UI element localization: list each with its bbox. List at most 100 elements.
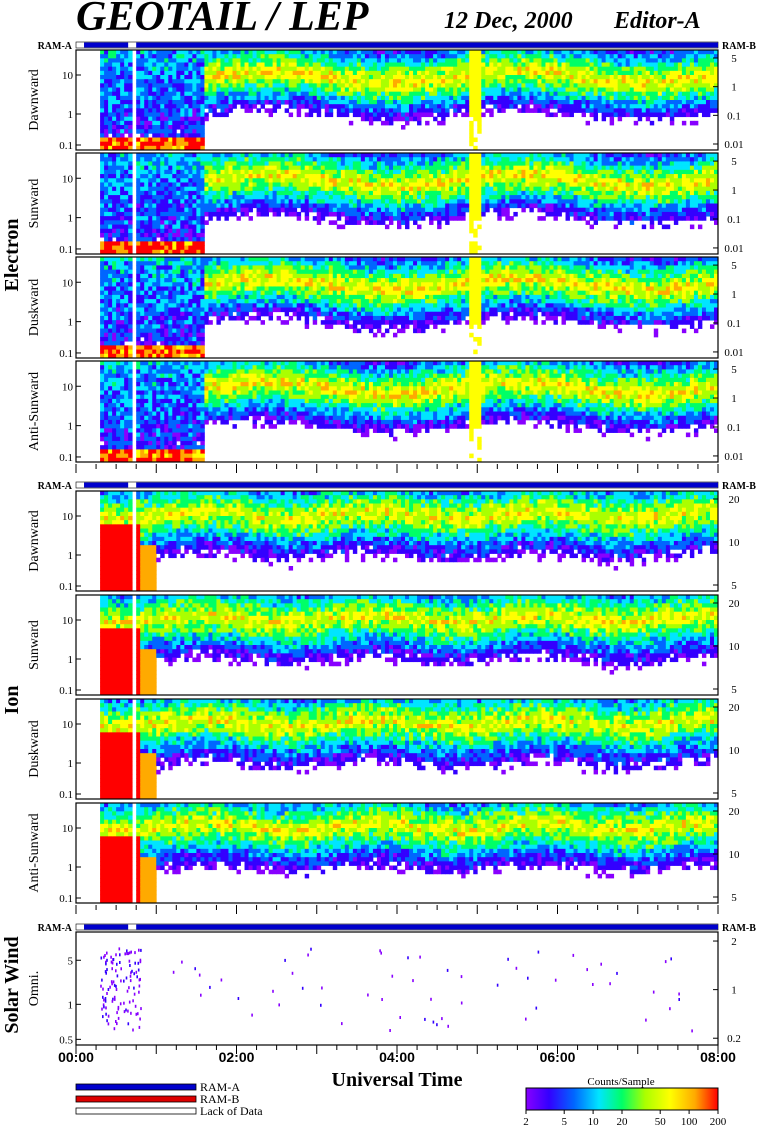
spectrogram-cell — [184, 50, 189, 55]
spectrogram-cell — [505, 190, 510, 196]
spectrogram-cell — [320, 211, 326, 217]
spectrogram-cell — [268, 186, 274, 192]
spectrogram-cell — [344, 62, 350, 68]
spectrogram-cell — [312, 199, 318, 204]
spectrogram-cell — [336, 174, 342, 179]
spectrogram-cell — [421, 112, 426, 118]
spectrogram-cell — [657, 54, 663, 59]
spectrogram-cell — [284, 203, 290, 209]
spectrogram-cell — [581, 186, 586, 192]
spectrogram-cell — [196, 186, 201, 192]
spectrogram-cell — [541, 186, 546, 192]
spectrogram-cell — [100, 87, 105, 93]
spectrogram-cell — [409, 116, 414, 122]
spectrogram-cell — [489, 203, 494, 209]
spectrogram-cell — [645, 104, 651, 109]
spectrogram-cell — [328, 178, 334, 183]
spectrogram-cell — [549, 157, 554, 162]
spectrogram-cell — [477, 54, 482, 59]
spectrogram-cell — [372, 157, 378, 162]
spectrogram-cell — [653, 91, 659, 97]
spectrogram-cell — [461, 195, 466, 200]
spectrogram-cell — [152, 249, 157, 255]
spectrogram-cell — [152, 224, 157, 230]
spectrogram-cell — [120, 241, 125, 246]
spectrogram-cell — [461, 190, 466, 196]
spectrogram-cell — [120, 104, 125, 109]
spectrogram-cell — [120, 211, 125, 217]
spectrogram-cell — [677, 95, 683, 101]
spectrogram-cell — [216, 66, 221, 72]
spectrogram-cell — [405, 58, 410, 63]
spectrogram-cell — [100, 66, 105, 72]
spectrogram-cell — [421, 186, 426, 192]
spectrogram-cell — [188, 207, 193, 213]
spectrogram-cell — [104, 108, 109, 113]
spectrogram-cell — [176, 87, 181, 93]
spectrogram-cell — [461, 58, 466, 63]
spectrogram-cell — [573, 211, 578, 217]
spectrogram-cell — [625, 91, 631, 97]
spectrogram-cell — [200, 232, 205, 238]
spectrogram-cell — [112, 137, 117, 143]
spectrogram-cell — [184, 241, 189, 246]
spectrogram-cell — [108, 169, 113, 175]
spectrogram-cell — [188, 145, 193, 151]
spectrogram-cell — [489, 153, 494, 158]
spectrogram-cell — [625, 161, 631, 167]
spectrogram-cell — [356, 75, 362, 80]
spectrogram-cell — [489, 95, 494, 101]
spectrogram-cell — [316, 70, 322, 76]
spectrogram-cell — [248, 186, 253, 192]
spectrogram-cell — [164, 153, 169, 158]
spectrogram-cell — [449, 199, 454, 204]
spectrogram-cell — [260, 182, 265, 188]
spectrogram-cell — [541, 66, 546, 72]
spectrogram-cell — [605, 83, 611, 88]
spectrogram-cell — [368, 199, 374, 204]
spectrogram-cell — [168, 195, 173, 200]
spectrogram-cell — [645, 95, 651, 101]
spectrogram-cell — [272, 62, 278, 68]
spectrogram-cell — [569, 207, 574, 213]
spectrogram-cell — [629, 211, 635, 217]
spectrogram-cell — [380, 70, 386, 76]
spectrogram-cell — [388, 178, 394, 183]
spectrogram-cell — [409, 199, 414, 204]
spectrogram-cell — [549, 203, 554, 209]
spectrogram-cell — [589, 161, 595, 167]
spectrogram-cell — [457, 174, 462, 179]
spectrogram-cell — [136, 157, 141, 162]
spectrogram-cell — [180, 220, 185, 225]
spectrogram-cell — [188, 228, 193, 234]
spectrogram-cell — [128, 169, 133, 175]
spectrogram-cell — [509, 186, 514, 192]
spectrogram-cell — [633, 58, 639, 63]
spectrogram-cell — [669, 116, 675, 122]
spectrogram-cell — [148, 87, 153, 93]
y-tick-label-left: 10 — [62, 70, 74, 82]
spectrogram-cell — [557, 62, 562, 68]
spectrogram-cell — [296, 157, 302, 162]
spectrogram-cell — [152, 104, 157, 109]
spectrogram-cell — [505, 79, 510, 84]
spectrogram-cell — [140, 54, 145, 59]
spectrogram-cell — [352, 104, 358, 109]
spectrogram-cell — [649, 104, 655, 109]
spectrogram-cell — [308, 178, 314, 183]
spectrogram-cell — [352, 182, 358, 188]
spectrogram-cell — [617, 75, 623, 80]
spectrogram-cell — [469, 220, 474, 225]
spectrogram-cell — [200, 165, 205, 171]
figure-title: GEOTAIL / LEP — [76, 0, 369, 40]
spectrogram-cell — [248, 100, 253, 105]
spectrogram-cell — [340, 207, 346, 213]
spectrogram-cell — [136, 100, 141, 105]
spectrogram-cell — [549, 91, 554, 97]
spectrogram-cell — [537, 207, 542, 213]
spectrogram-cell — [701, 62, 707, 68]
spectrogram-cell — [433, 157, 438, 162]
spectrogram-cell — [581, 165, 586, 171]
spectrogram-cell — [168, 66, 173, 72]
spectrogram-cell — [164, 207, 169, 213]
